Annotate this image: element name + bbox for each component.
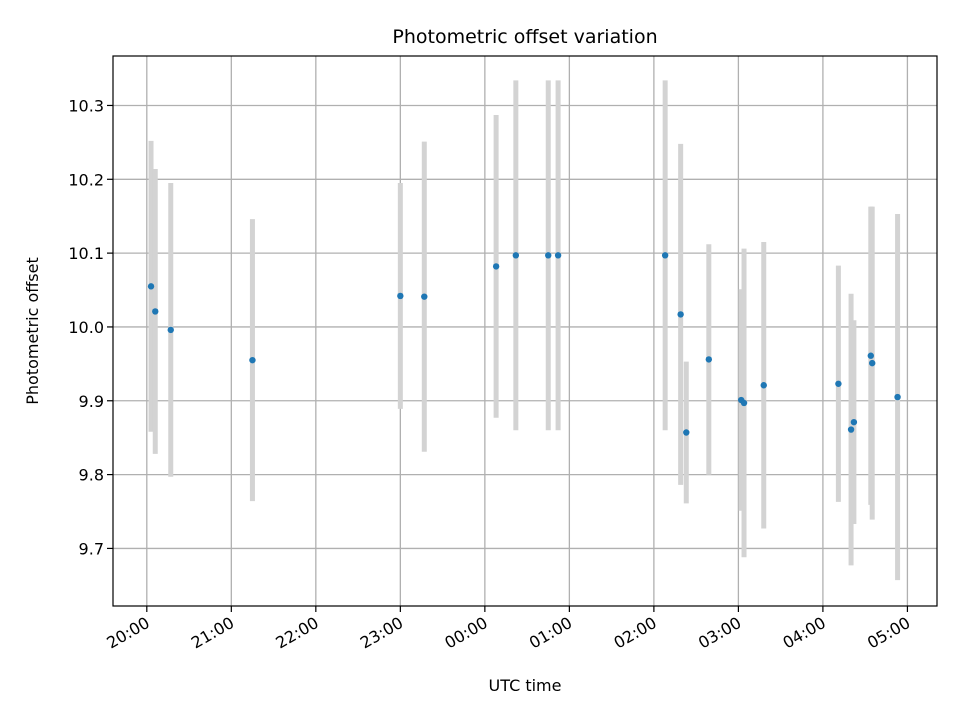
y-tick-label: 10.2 bbox=[68, 170, 104, 189]
y-tick-label: 10.0 bbox=[68, 318, 104, 337]
data-point bbox=[683, 429, 690, 436]
data-point bbox=[847, 426, 855, 433]
data-point bbox=[867, 352, 874, 359]
data-point bbox=[554, 252, 562, 259]
chart-title: Photometric offset variation bbox=[392, 26, 657, 48]
y-tick-label: 9.7 bbox=[79, 539, 104, 558]
data-point bbox=[835, 380, 842, 387]
data-point bbox=[421, 293, 428, 300]
data-point bbox=[894, 393, 901, 401]
data-point bbox=[147, 283, 155, 290]
data-point bbox=[661, 252, 669, 259]
data-point bbox=[850, 418, 858, 426]
data-point bbox=[167, 326, 174, 334]
y-tick-label: 10.3 bbox=[68, 96, 104, 115]
data-point bbox=[492, 263, 500, 270]
y-axis-label: Photometric offset bbox=[23, 257, 42, 405]
data-point bbox=[677, 311, 684, 318]
data-point bbox=[249, 356, 256, 364]
x-axis-label: UTC time bbox=[489, 676, 562, 695]
data-point bbox=[512, 252, 520, 259]
data-point bbox=[545, 252, 552, 259]
data-point bbox=[397, 292, 404, 300]
data-point bbox=[760, 382, 767, 389]
data-point bbox=[152, 308, 159, 315]
y-tick-label: 9.9 bbox=[79, 392, 104, 411]
data-points bbox=[147, 252, 901, 436]
data-point bbox=[869, 359, 876, 367]
data-point bbox=[705, 356, 713, 363]
y-tick-label: 9.8 bbox=[79, 466, 104, 485]
y-axis-ticks: 9.7 9.8 9.9 10.0 10.1 10.2 10.3 bbox=[68, 96, 113, 558]
y-tick-label: 10.1 bbox=[68, 244, 104, 263]
plot-frame bbox=[112, 55, 938, 607]
data-point bbox=[740, 399, 748, 407]
